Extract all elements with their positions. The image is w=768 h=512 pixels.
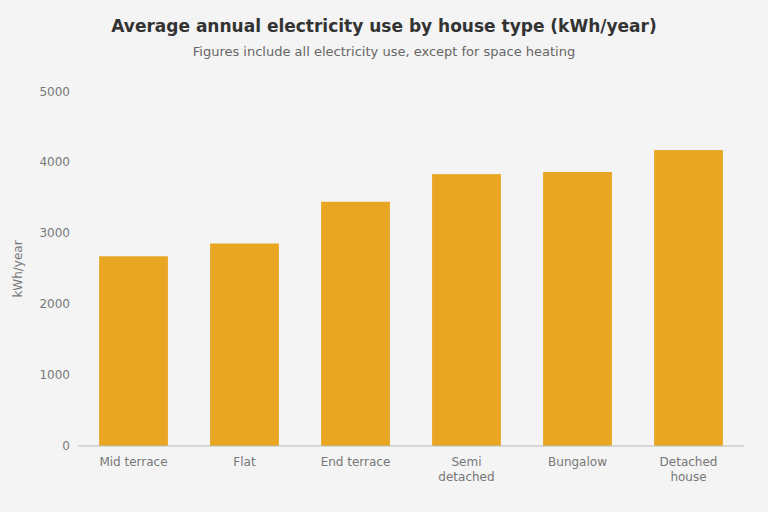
bars <box>99 150 723 446</box>
y-tick-label: 1000 <box>39 368 70 382</box>
subtitle: Figures include all electricity use, exc… <box>193 44 575 59</box>
y-axis-label: kWh/year <box>11 240 25 297</box>
x-tick-label: Flat <box>233 455 256 469</box>
chart-container: Average annual electricity use by house … <box>0 0 768 512</box>
bar <box>654 150 723 446</box>
y-tick-label: 3000 <box>39 226 70 240</box>
y-tick-label: 0 <box>62 439 70 453</box>
y-tick-label: 5000 <box>39 85 70 99</box>
bar <box>99 256 168 446</box>
bar <box>432 174 501 446</box>
chart-svg: Average annual electricity use by house … <box>0 0 768 512</box>
x-axis-line <box>78 446 744 447</box>
x-axis: Mid terrace Flat End terrace Semidetached Bu… <box>99 455 717 484</box>
x-tick-label: Detachedhouse <box>660 455 718 484</box>
bar <box>543 172 612 446</box>
bar <box>321 202 390 446</box>
background <box>0 0 768 512</box>
y-tick-label: 2000 <box>39 297 70 311</box>
x-tick-label: Mid terrace <box>99 455 167 469</box>
y-axis: 0 1000 2000 3000 4000 5000 <box>39 85 70 453</box>
x-tick-label: Bungalow <box>548 455 607 469</box>
y-tick-label: 4000 <box>39 155 70 169</box>
x-tick-label: Semidetached <box>438 455 494 484</box>
x-tick-label: End terrace <box>321 455 391 469</box>
bar <box>210 244 279 446</box>
title: Average annual electricity use by house … <box>111 16 656 36</box>
